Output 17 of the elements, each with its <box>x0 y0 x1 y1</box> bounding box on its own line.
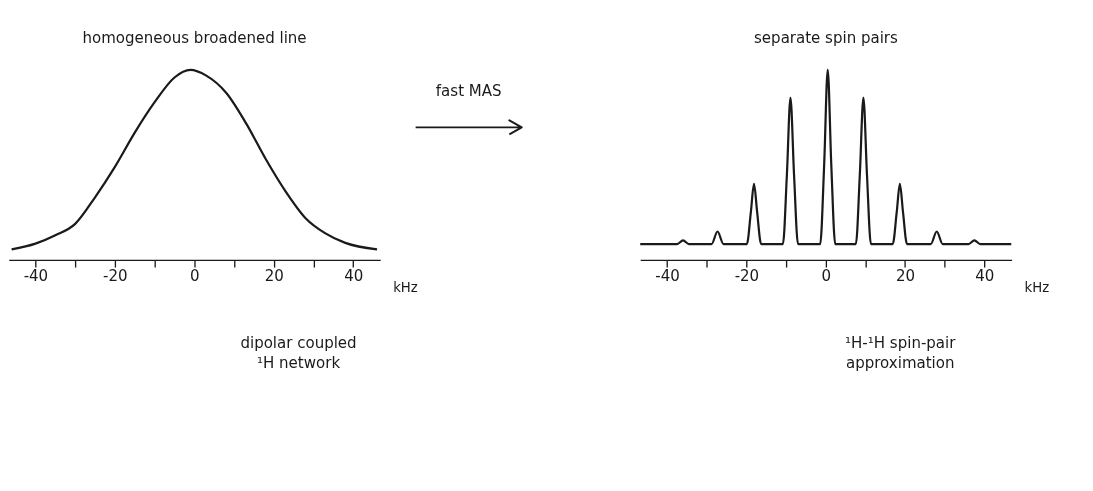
x-tick-label: -40 <box>23 266 49 285</box>
x-tick-label: -20 <box>103 266 128 285</box>
x-axis-title: kHz <box>393 280 418 296</box>
text: dipolar coupled ¹H network <box>240 334 357 372</box>
x-tick-label: 20 <box>264 266 284 285</box>
text: ¹H-¹H spin-pair approximation <box>845 334 957 372</box>
x-tick-label: 40 <box>344 266 364 285</box>
x-axis-title: kHz <box>1024 280 1050 296</box>
x-tick-label: 0 <box>821 266 831 285</box>
x-tick-label: 0 <box>190 266 200 285</box>
x-tick-label: -20 <box>734 266 760 285</box>
x-tick-label: 40 <box>975 266 995 285</box>
x-tick-label: 20 <box>895 266 916 285</box>
text: fast MAS <box>435 82 502 101</box>
x-tick-label: -40 <box>655 266 680 285</box>
chart-title: separate spin pairs <box>754 29 898 48</box>
chart-title: homogeneous broadened line <box>82 29 307 48</box>
